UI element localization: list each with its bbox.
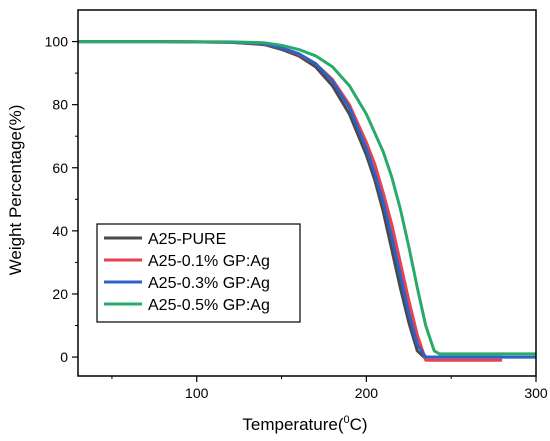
y-tick-label: 40: [52, 223, 68, 239]
y-axis: 0 20 40 60 80 100: [45, 34, 78, 365]
x-tick-label: 300: [524, 385, 548, 401]
y-tick-label: 20: [52, 286, 68, 302]
y-axis-label: Weight Percentage(%): [6, 105, 25, 276]
x-axis: 100 200 300: [111, 376, 548, 401]
y-tick-label: 60: [52, 160, 68, 176]
x-axis-label-tail: C): [350, 415, 368, 434]
plot-lines: [78, 40, 536, 362]
x-axis-label: Temperature(0C): [242, 414, 367, 434]
y-tick-label: 100: [45, 34, 69, 50]
y-tick-label: 80: [52, 97, 68, 113]
series-line-3: [78, 40, 536, 356]
x-tick-label: 100: [185, 385, 209, 401]
y-tick-label: 0: [60, 349, 68, 365]
plot-frame: [77, 9, 537, 377]
x-axis-label-main: Temperature(: [242, 415, 343, 434]
legend-label-1: A25-0.1% GP:Ag: [148, 253, 270, 270]
x-axis-label-superscript: 0: [344, 414, 350, 426]
x-tick-label: 200: [355, 385, 379, 401]
legend: A25-PURE A25-0.1% GP:Ag A25-0.3% GP:Ag A25-…: [96, 223, 301, 323]
legend-label-0: A25-PURE: [148, 231, 226, 248]
legend-box: [96, 223, 301, 323]
legend-label-3: A25-0.5% GP:Ag: [148, 297, 270, 314]
legend-label-2: A25-0.3% GP:Ag: [148, 275, 270, 292]
